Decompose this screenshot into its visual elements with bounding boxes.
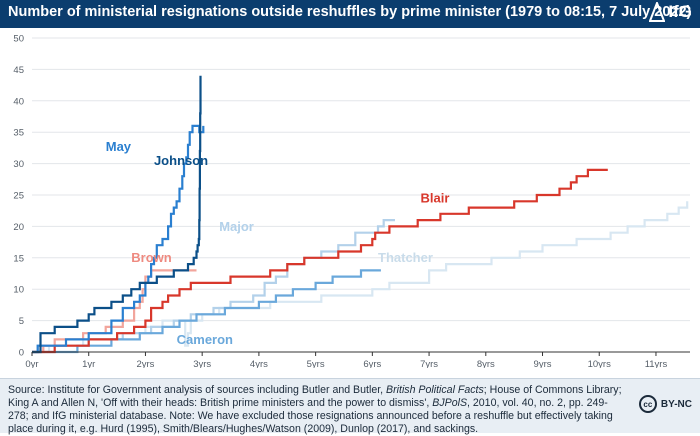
source-part-4: BJPolS xyxy=(432,397,468,409)
ifg-logo-icon xyxy=(649,2,666,22)
ifg-logo: IfG xyxy=(649,2,692,22)
series-label-cameron: Cameron xyxy=(177,332,233,347)
x-tick-label-3: 3yrs xyxy=(193,359,211,368)
chart-axes: 0 5 10 15 20 25 30 35 40 45 50 0yr 1yr 2yrs 3yrs 4yrs 5y… xyxy=(13,34,690,368)
x-tick-label-8: 8yrs xyxy=(477,359,495,368)
x-tick-label-1: 1yr xyxy=(82,359,95,368)
chart-area: May Johnson Blair Major Brown Thatcher Cameron… xyxy=(13,34,690,368)
y-tick-label-50: 50 xyxy=(13,34,24,45)
series-line-johnson xyxy=(32,75,202,354)
y-tick-label-15: 15 xyxy=(13,253,24,264)
source-part-3: ; House of Commons Library; King A and A… xyxy=(8,384,622,409)
series-label-brown: Brown xyxy=(131,250,172,265)
y-tick-label-20: 20 xyxy=(13,222,24,233)
chart-title: Number of ministerial resignations outsi… xyxy=(8,4,692,20)
y-tick-label-40: 40 xyxy=(13,96,24,107)
y-tick-label-25: 25 xyxy=(13,191,24,202)
source-note: Source: Institute for Government analysi… xyxy=(8,384,628,436)
cc-icon: cc xyxy=(638,395,657,413)
y-tick-label-0: 0 xyxy=(19,348,24,359)
ifg-logo-text: IfG xyxy=(668,2,692,21)
y-tick-label-10: 10 xyxy=(13,285,24,296)
x-tick-label-5: 5yrs xyxy=(307,359,325,368)
series-label-major: Major xyxy=(219,219,254,234)
y-tick-label-30: 30 xyxy=(13,159,24,170)
footer: Source: Institute for Government analysi… xyxy=(0,378,700,436)
series-label-may: May xyxy=(106,139,132,154)
x-tick-label-6: 6yrs xyxy=(363,359,381,368)
x-tick-label-2: 2yrs xyxy=(136,359,154,368)
y-tick-label-35: 35 xyxy=(13,128,24,139)
x-tick-label-0: 0yr xyxy=(25,359,38,368)
source-part-2: British Political Facts xyxy=(386,384,484,396)
chart-series-labels: May Johnson Blair Major Brown Thatcher Cameron xyxy=(106,139,450,347)
x-tick-label-9: 9yrs xyxy=(534,359,552,368)
series-line-blair xyxy=(32,168,608,354)
x-tick-label-11: 11yrs xyxy=(645,359,668,368)
x-tick-label-7: 7yrs xyxy=(420,359,438,368)
x-tick-label-10: 10yrs xyxy=(588,359,611,368)
license-text: BY-NC xyxy=(660,398,692,410)
series-label-thatcher: Thatcher xyxy=(378,250,433,265)
x-tick-label-4: 4yrs xyxy=(250,359,268,368)
y-tick-label-5: 5 xyxy=(19,316,24,327)
series-line-may xyxy=(32,124,205,354)
series-label-blair: Blair xyxy=(421,191,450,206)
y-tick-label-45: 45 xyxy=(13,65,24,76)
header-bar: Number of ministerial resignations outsi… xyxy=(0,0,700,28)
source-part-1: Source: Institute for Government analysi… xyxy=(8,384,387,396)
chart-series xyxy=(32,75,689,354)
series-line-cameron xyxy=(32,269,381,354)
license-badge: cc BY-NC xyxy=(638,395,692,413)
series-label-johnson: Johnson xyxy=(154,153,208,168)
chart-grid xyxy=(32,37,690,322)
